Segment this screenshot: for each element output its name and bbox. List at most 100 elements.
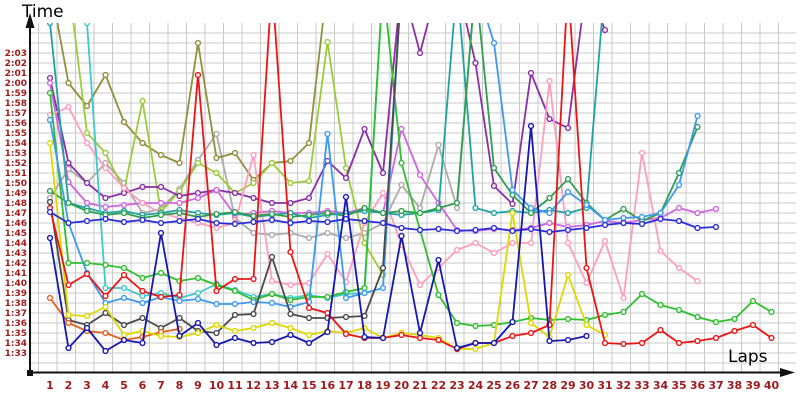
data-point-marker (490, 249, 498, 257)
data-point-marker (620, 294, 627, 302)
data-point-marker (564, 226, 572, 234)
data-point-marker (453, 227, 461, 235)
data-point-marker (620, 219, 627, 227)
data-point-marker (287, 248, 294, 256)
data-point-marker (638, 290, 646, 298)
data-point-marker (490, 209, 498, 217)
data-point-marker (657, 326, 664, 334)
data-point-marker (361, 333, 368, 341)
x-axis-arrow-icon (780, 368, 795, 377)
data-point-marker (231, 327, 239, 335)
x-tick-labels: 1 2 3 4 5 6 7 8 9 10 11 12 13 14 15 16 17 18 19 20 21 22 23 24 2… (46, 379, 779, 392)
data-point-marker (435, 256, 442, 264)
data-point-marker (157, 219, 165, 227)
data-point-marker (231, 287, 239, 295)
data-point-marker (342, 164, 350, 172)
series-line-navy (49, 125, 588, 352)
data-point-marker (435, 291, 442, 299)
x-tick-label: 11 (227, 379, 242, 392)
data-point-marker (731, 327, 738, 335)
data-point-marker (213, 154, 220, 162)
data-point-marker (176, 217, 183, 225)
data-point-marker (657, 209, 664, 217)
x-tick-label: 26 (505, 379, 521, 392)
data-point-marker (398, 331, 405, 339)
data-point-marker (176, 199, 183, 207)
data-point-marker (120, 264, 128, 272)
data-point-marker (65, 259, 72, 267)
data-point-marker (268, 231, 276, 239)
x-tick-label: 19 (375, 379, 390, 392)
data-point-marker (65, 79, 72, 87)
data-point-marker (305, 194, 313, 202)
data-point-marker (83, 139, 91, 147)
data-point-marker (102, 303, 109, 311)
data-point-marker (305, 339, 313, 347)
data-point-marker (583, 279, 590, 287)
data-point-marker (601, 26, 609, 34)
data-point-marker (157, 183, 165, 191)
data-point-marker (583, 264, 590, 272)
y-tick-label: 2:00 (5, 79, 27, 89)
data-point-marker (120, 209, 128, 217)
data-point-marker (83, 270, 91, 278)
data-point-marker (194, 71, 202, 79)
data-point-marker (638, 220, 646, 228)
y-tick-label: 1:49 (5, 189, 27, 199)
data-point-marker (46, 234, 54, 242)
x-tick-label: 25 (486, 379, 501, 392)
x-tick-label: 2 (65, 379, 73, 392)
data-point-marker (268, 299, 276, 307)
x-tick-label: 15 (301, 379, 316, 392)
data-point-marker (176, 187, 183, 195)
data-point-marker (453, 199, 461, 207)
data-point-marker (490, 164, 498, 172)
x-axis-title: Laps (728, 347, 768, 367)
data-point-marker (472, 339, 479, 347)
data-point-marker (379, 284, 387, 292)
data-point-marker (287, 281, 294, 289)
data-point-marker (65, 281, 72, 289)
data-point-marker (287, 219, 294, 227)
x-tick-label: 8 (176, 379, 184, 392)
data-point-marker (194, 215, 202, 223)
data-point-marker (83, 312, 91, 320)
data-point-marker (139, 199, 146, 207)
data-point-marker (250, 339, 257, 347)
y-tick-label: 1:48 (5, 199, 27, 209)
data-point-marker (453, 344, 461, 352)
y-tick-label: 1:38 (5, 299, 27, 309)
data-point-marker (305, 139, 313, 147)
data-point-marker (342, 313, 350, 321)
data-point-marker (583, 224, 590, 232)
data-point-marker (250, 298, 257, 306)
y-tick-label: 1:57 (5, 109, 27, 119)
data-point-marker (712, 223, 720, 231)
data-point-marker (65, 319, 72, 327)
data-point-marker (139, 287, 146, 295)
data-point-marker (416, 329, 424, 337)
data-point-marker (231, 300, 239, 308)
data-point-marker (675, 217, 683, 225)
data-point-marker (527, 329, 535, 337)
data-point-marker (176, 297, 183, 305)
data-point-marker (768, 308, 775, 316)
data-point-marker (416, 171, 424, 179)
data-point-marker (564, 188, 572, 196)
data-point-marker (157, 199, 165, 207)
data-point-marker (398, 232, 405, 240)
data-point-marker (694, 112, 701, 120)
y-tick-label: 1:45 (5, 229, 27, 239)
data-point-marker (564, 271, 572, 279)
data-point-marker (102, 284, 109, 292)
data-point-marker (176, 159, 183, 167)
data-point-marker (509, 332, 516, 340)
y-tick-label: 1:51 (5, 169, 27, 179)
data-point-marker (305, 234, 313, 242)
x-tick-label: 20 (394, 379, 410, 392)
data-point-marker (546, 77, 553, 85)
data-point-marker (527, 239, 535, 247)
series-line-gray (49, 23, 474, 239)
data-point-marker (342, 174, 350, 182)
data-point-marker (527, 209, 535, 217)
